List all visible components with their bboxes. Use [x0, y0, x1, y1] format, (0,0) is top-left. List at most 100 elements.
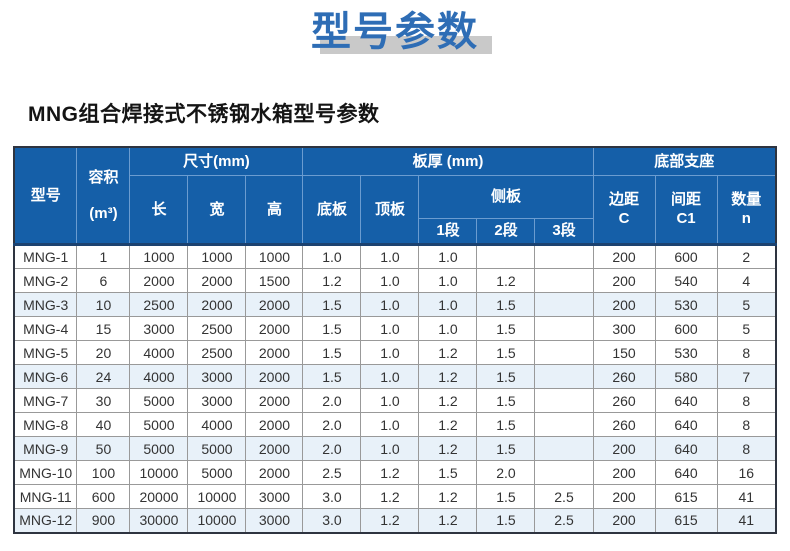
cell-width: 10000 — [187, 508, 247, 533]
cell-bottom-plate: 1.5 — [302, 316, 362, 341]
cell-bottom-plate: 3.0 — [302, 508, 362, 533]
cell-width: 2000 — [187, 292, 247, 317]
cell-edge-distance: 200 — [592, 484, 656, 509]
header-top-plate: 顶板 — [360, 174, 420, 245]
table-row: MNG-9 50 5000 5000 2000 2.0 1.0 1.2 1.5 … — [13, 436, 777, 461]
cell-model: MNG-3 — [13, 292, 78, 317]
cell-top-plate: 1.0 — [360, 388, 420, 413]
cell-seg3 — [534, 460, 594, 485]
cell-seg2: 1.5 — [476, 508, 536, 533]
table-body: MNG-1 1 1000 1000 1000 1.0 1.0 1.0 200 6… — [13, 243, 777, 533]
cell-bottom-plate: 2.0 — [302, 388, 362, 413]
header-seg3: 3段 — [534, 218, 594, 245]
cell-quantity: 5 — [716, 316, 777, 341]
table-row: MNG-5 20 4000 2500 2000 1.5 1.0 1.2 1.5 … — [13, 340, 777, 365]
cell-seg1: 1.2 — [418, 364, 478, 389]
cell-seg1: 1.2 — [418, 388, 478, 413]
header-thickness-group: 板厚 (mm) — [302, 146, 594, 176]
cell-seg3: 2.5 — [534, 484, 594, 509]
cell-capacity: 100 — [76, 460, 131, 485]
cell-spacing: 600 — [654, 243, 718, 269]
cell-spacing: 640 — [654, 388, 718, 413]
cell-seg2: 1.5 — [476, 316, 536, 341]
cell-quantity: 8 — [716, 388, 777, 413]
cell-seg3 — [534, 436, 594, 461]
cell-bottom-plate: 2.0 — [302, 412, 362, 437]
cell-top-plate: 1.0 — [360, 412, 420, 437]
cell-edge-distance: 260 — [592, 412, 656, 437]
cell-top-plate: 1.0 — [360, 292, 420, 317]
cell-spacing: 580 — [654, 364, 718, 389]
cell-spacing: 530 — [654, 292, 718, 317]
cell-length: 2000 — [129, 268, 189, 293]
cell-top-plate: 1.0 — [360, 243, 420, 269]
header-capacity-line1: 容积 — [88, 168, 119, 186]
header-capacity-line2: (m³) — [89, 205, 118, 223]
cell-height: 1500 — [245, 268, 304, 293]
header-capacity: 容积 (m³) — [76, 146, 131, 245]
cell-seg1: 1.0 — [418, 316, 478, 341]
cell-seg2: 1.5 — [476, 436, 536, 461]
cell-width: 3000 — [187, 388, 247, 413]
cell-capacity: 10 — [76, 292, 131, 317]
cell-spacing: 530 — [654, 340, 718, 365]
cell-model: MNG-8 — [13, 412, 78, 437]
cell-edge-distance: 200 — [592, 292, 656, 317]
cell-seg2: 2.0 — [476, 460, 536, 485]
cell-model: MNG-9 — [13, 436, 78, 461]
cell-length: 5000 — [129, 436, 189, 461]
cell-top-plate: 1.2 — [360, 508, 420, 533]
cell-width: 2500 — [187, 340, 247, 365]
cell-seg1: 1.0 — [418, 268, 478, 293]
cell-model: MNG-1 — [13, 243, 78, 269]
cell-edge-distance: 200 — [592, 243, 656, 269]
cell-spacing: 600 — [654, 316, 718, 341]
title-shadow-block — [320, 36, 492, 54]
cell-edge-distance: 150 — [592, 340, 656, 365]
cell-spacing: 640 — [654, 460, 718, 485]
cell-height: 3000 — [245, 484, 304, 509]
header-seg1: 1段 — [418, 218, 478, 245]
page-title: 型号参数 — [311, 10, 492, 54]
cell-model: MNG-10 — [13, 460, 78, 485]
cell-seg3 — [534, 412, 594, 437]
cell-top-plate: 1.0 — [360, 340, 420, 365]
table-row: MNG-10 100 10000 5000 2000 2.5 1.2 1.5 2… — [13, 460, 777, 485]
cell-capacity: 1 — [76, 243, 131, 269]
cell-height: 2000 — [245, 340, 304, 365]
cell-model: MNG-4 — [13, 316, 78, 341]
cell-height: 2000 — [245, 364, 304, 389]
cell-model: MNG-12 — [13, 508, 78, 533]
cell-bottom-plate: 1.5 — [302, 364, 362, 389]
spec-table: 型号 容积 (m³) 尺寸(mm) 板厚 (mm) 底部支座 长 宽 高 底板 … — [12, 146, 778, 534]
cell-edge-distance: 300 — [592, 316, 656, 341]
cell-width: 2500 — [187, 316, 247, 341]
cell-width: 3000 — [187, 364, 247, 389]
cell-seg3 — [534, 316, 594, 341]
cell-seg2: 1.5 — [476, 292, 536, 317]
cell-top-plate: 1.2 — [360, 484, 420, 509]
cell-edge-distance: 200 — [592, 436, 656, 461]
header-dimensions-group: 尺寸(mm) — [129, 146, 304, 176]
table-row: MNG-1 1 1000 1000 1000 1.0 1.0 1.0 200 6… — [13, 243, 777, 269]
cell-quantity: 41 — [716, 484, 777, 509]
cell-spacing: 615 — [654, 508, 718, 533]
cell-quantity: 5 — [716, 292, 777, 317]
cell-width: 2000 — [187, 268, 247, 293]
cell-length: 30000 — [129, 508, 189, 533]
cell-seg1: 1.2 — [418, 508, 478, 533]
cell-model: MNG-11 — [13, 484, 78, 509]
cell-seg2: 1.5 — [476, 388, 536, 413]
header-model: 型号 — [13, 146, 78, 245]
cell-quantity: 4 — [716, 268, 777, 293]
cell-seg3 — [534, 340, 594, 365]
cell-seg2: 1.2 — [476, 268, 536, 293]
cell-top-plate: 1.0 — [360, 268, 420, 293]
cell-seg3 — [534, 268, 594, 293]
cell-bottom-plate: 1.2 — [302, 268, 362, 293]
cell-quantity: 41 — [716, 508, 777, 533]
cell-spacing: 540 — [654, 268, 718, 293]
cell-bottom-plate: 2.0 — [302, 436, 362, 461]
cell-seg1: 1.0 — [418, 243, 478, 269]
cell-seg1: 1.5 — [418, 460, 478, 485]
